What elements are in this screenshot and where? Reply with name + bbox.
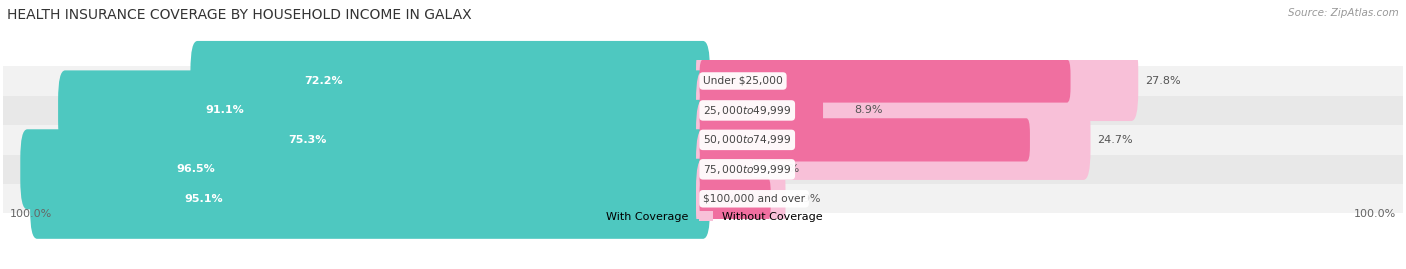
Text: Source: ZipAtlas.com: Source: ZipAtlas.com: [1288, 8, 1399, 18]
FancyBboxPatch shape: [696, 41, 1139, 121]
FancyBboxPatch shape: [696, 70, 846, 150]
Bar: [3, 184, 1403, 214]
FancyBboxPatch shape: [696, 129, 763, 209]
Text: 91.1%: 91.1%: [205, 105, 245, 115]
FancyBboxPatch shape: [696, 100, 1091, 180]
Text: 27.8%: 27.8%: [1146, 76, 1181, 86]
Bar: [3, 155, 1403, 184]
FancyBboxPatch shape: [700, 89, 823, 132]
FancyBboxPatch shape: [696, 159, 786, 239]
Text: 3.5%: 3.5%: [770, 164, 799, 174]
Text: 100.0%: 100.0%: [10, 209, 52, 219]
FancyBboxPatch shape: [30, 159, 710, 239]
FancyBboxPatch shape: [700, 118, 1031, 161]
Text: Under $25,000: Under $25,000: [703, 76, 783, 86]
Text: 24.7%: 24.7%: [1098, 135, 1133, 145]
FancyBboxPatch shape: [169, 100, 710, 180]
Text: 4.9%: 4.9%: [793, 194, 821, 204]
Text: $25,000 to $49,999: $25,000 to $49,999: [703, 104, 792, 117]
Legend: With Coverage, Without Coverage: With Coverage, Without Coverage: [583, 211, 823, 222]
Text: 8.9%: 8.9%: [853, 105, 883, 115]
Text: 72.2%: 72.2%: [305, 76, 343, 86]
Text: $50,000 to $74,999: $50,000 to $74,999: [703, 133, 792, 146]
Text: $100,000 and over: $100,000 and over: [703, 194, 806, 204]
FancyBboxPatch shape: [20, 129, 710, 209]
FancyBboxPatch shape: [700, 148, 752, 191]
Text: 96.5%: 96.5%: [177, 164, 215, 174]
Bar: [3, 66, 1403, 96]
Text: $75,000 to $99,999: $75,000 to $99,999: [703, 163, 792, 176]
FancyBboxPatch shape: [58, 70, 710, 150]
Text: 75.3%: 75.3%: [288, 135, 326, 145]
Text: HEALTH INSURANCE COVERAGE BY HOUSEHOLD INCOME IN GALAX: HEALTH INSURANCE COVERAGE BY HOUSEHOLD I…: [7, 8, 471, 22]
FancyBboxPatch shape: [700, 59, 1070, 102]
FancyBboxPatch shape: [700, 177, 770, 220]
FancyBboxPatch shape: [190, 41, 710, 121]
Text: 95.1%: 95.1%: [184, 194, 224, 204]
Bar: [3, 125, 1403, 155]
Text: 100.0%: 100.0%: [1354, 209, 1396, 219]
Bar: [3, 96, 1403, 125]
